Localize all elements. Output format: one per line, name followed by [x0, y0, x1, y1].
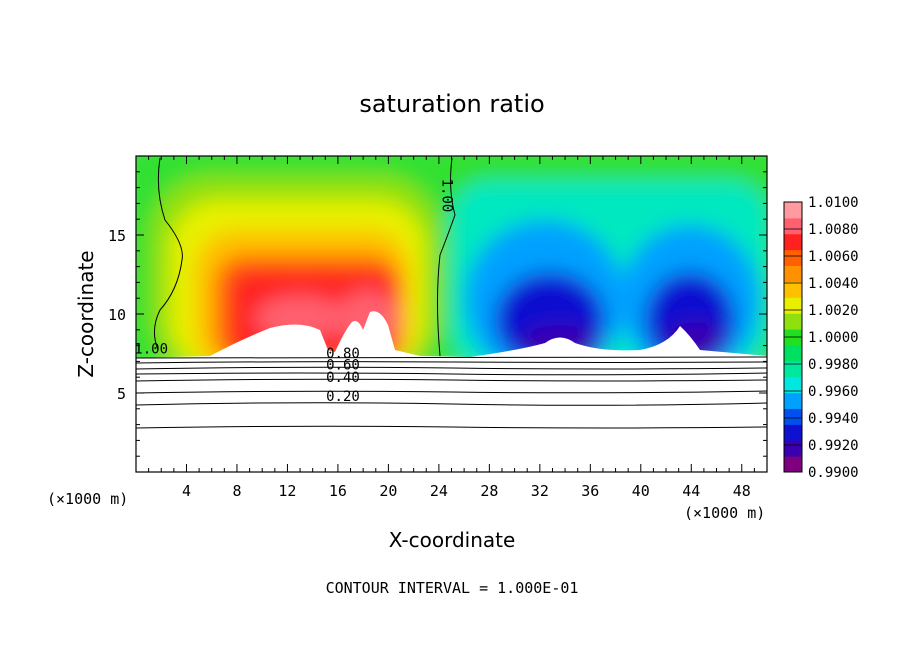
colorbar-swatch	[784, 297, 802, 314]
x-tick-label: 16	[329, 482, 347, 500]
colorbar-swatch	[784, 408, 802, 425]
y-axis: 5 10 15	[108, 171, 767, 457]
contour-lines	[136, 157, 767, 429]
colorbar-swatch	[784, 233, 802, 251]
x-tick-label: 20	[379, 482, 397, 500]
x-tick-label: 12	[278, 482, 296, 500]
colorbar-swatch	[784, 456, 802, 473]
x-tick-label: 36	[581, 482, 599, 500]
x-tick-label: 8	[232, 482, 241, 500]
colorbar-label: 0.9940	[808, 411, 859, 427]
contour-label: 1.00	[439, 179, 455, 213]
colorbar-label: 1.0100	[808, 195, 859, 211]
plot-area: 1.00 1.00 0.800.600.40 0.20	[134, 156, 767, 472]
x-tick-label: 40	[632, 482, 650, 500]
contour-label: 0.60	[326, 357, 360, 373]
x-unit-right: (×1000 m)	[684, 504, 765, 522]
colorbar-label: 1.0040	[808, 276, 859, 292]
contour-label: 0.80	[326, 346, 360, 362]
colorbar-label: 1.0080	[808, 222, 859, 238]
x-axis: 4 8 12 16 20 24 28 32 36 40 44 48	[148, 156, 755, 500]
x-tick-label: 28	[480, 482, 498, 500]
colorbar-swatch	[784, 360, 802, 378]
x-unit-left: (×1000 m)	[47, 490, 128, 508]
colorbar-label: 0.9920	[808, 438, 859, 454]
colorbar-label: 0.9900	[808, 465, 859, 481]
contour-labels: 1.00 1.00 0.800.600.40 0.20	[134, 179, 455, 405]
colorbar-label: 1.0020	[808, 303, 859, 319]
chart-title: saturation ratio	[359, 90, 544, 118]
colorbar-swatch	[784, 217, 802, 235]
colorbar-swatch	[784, 424, 802, 441]
colorbar-swatch	[784, 281, 802, 298]
x-tick-label: 24	[430, 482, 448, 500]
colorbar-swatch	[784, 313, 802, 330]
colorbar-swatch	[784, 392, 802, 409]
colorbar-swatch	[784, 344, 802, 362]
colorbar-label: 0.9960	[808, 384, 859, 400]
y-tick-label: 10	[108, 306, 126, 324]
contour-label: 0.40	[326, 370, 360, 386]
y-tick-label: 15	[108, 227, 126, 245]
x-tick-label: 32	[531, 482, 549, 500]
colorbar-swatch	[784, 265, 802, 282]
colorbar-swatch	[784, 202, 802, 219]
colorbar-swatch	[784, 249, 802, 267]
x-tick-label: 48	[733, 482, 751, 500]
colorbar-label: 0.9980	[808, 357, 859, 373]
contour-label: 0.20	[326, 389, 360, 405]
contour-interval-note: CONTOUR INTERVAL = 1.000E-01	[326, 579, 579, 597]
colorbar-swatch	[784, 376, 802, 394]
colorbar-swatch	[784, 440, 802, 457]
y-tick-label: 5	[117, 385, 126, 403]
colorbar-label: 1.0060	[808, 249, 859, 265]
colorbar: 1.0100 1.0080 1.0060 1.0040 1.0020 1.0000 0.99…	[783, 195, 859, 481]
colorbar-label: 1.0000	[808, 330, 859, 346]
x-tick-label: 44	[682, 482, 700, 500]
x-axis-label: X-coordinate	[389, 528, 516, 552]
y-axis-label: Z-coordinate	[74, 250, 98, 377]
x-tick-label: 4	[182, 482, 191, 500]
contour-label: 1.00	[134, 342, 168, 358]
